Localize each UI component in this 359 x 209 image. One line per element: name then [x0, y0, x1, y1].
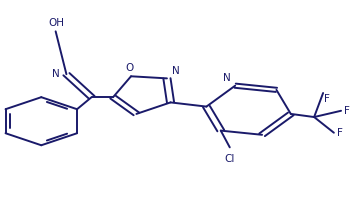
Text: Cl: Cl [225, 154, 235, 164]
Text: F: F [324, 94, 330, 104]
Text: O: O [125, 62, 133, 73]
Text: N: N [172, 66, 180, 76]
Text: F: F [344, 106, 350, 116]
Text: N: N [223, 73, 231, 83]
Text: F: F [337, 128, 342, 138]
Text: OH: OH [48, 18, 64, 28]
Text: N: N [52, 69, 60, 79]
